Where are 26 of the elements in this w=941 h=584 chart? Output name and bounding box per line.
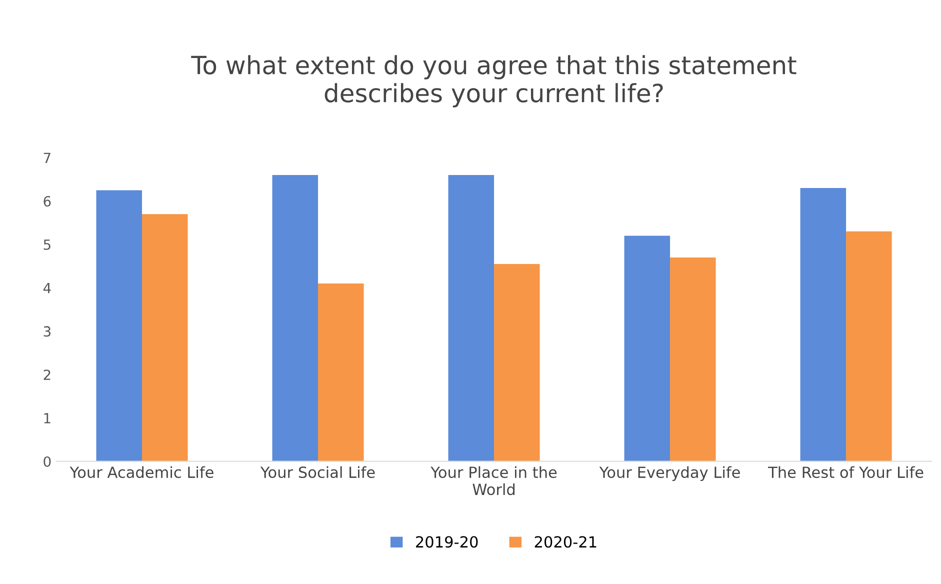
- y-tick-label: 2: [44, 370, 50, 380]
- x-tick-label: Your Social Life: [260, 466, 375, 478]
- bar: [142, 214, 188, 462]
- y-tick-label: 0: [44, 456, 51, 467]
- bar: [318, 283, 364, 462]
- y-tick-label: 5: [44, 240, 50, 250]
- y-tick-label: 4: [43, 282, 51, 294]
- x-tick-label: Your Academic Life: [70, 466, 214, 478]
- legend-label: 2019-20: [416, 536, 478, 548]
- y-tick-label: 7: [44, 152, 50, 163]
- y-tick-label: 6: [44, 196, 51, 207]
- bar: [448, 175, 494, 462]
- bar: [624, 236, 670, 462]
- y-tick-label: 1: [44, 413, 50, 424]
- bar: [670, 257, 716, 462]
- x-tick-label: The Rest of Your Life: [768, 466, 924, 478]
- y-tick-label: 3: [44, 326, 50, 337]
- chart-title: To what extent do you agree that this statement describes your current life?: [191, 55, 796, 108]
- legend-label: 2020-21: [534, 536, 596, 548]
- bar: [272, 175, 318, 462]
- x-tick-label: Your Place in the World: [430, 466, 557, 496]
- bar: [96, 190, 142, 462]
- bar: [494, 264, 540, 462]
- bar: [846, 231, 892, 462]
- x-tick-label: Your Everyday Life: [599, 466, 740, 482]
- bar: [800, 188, 846, 462]
